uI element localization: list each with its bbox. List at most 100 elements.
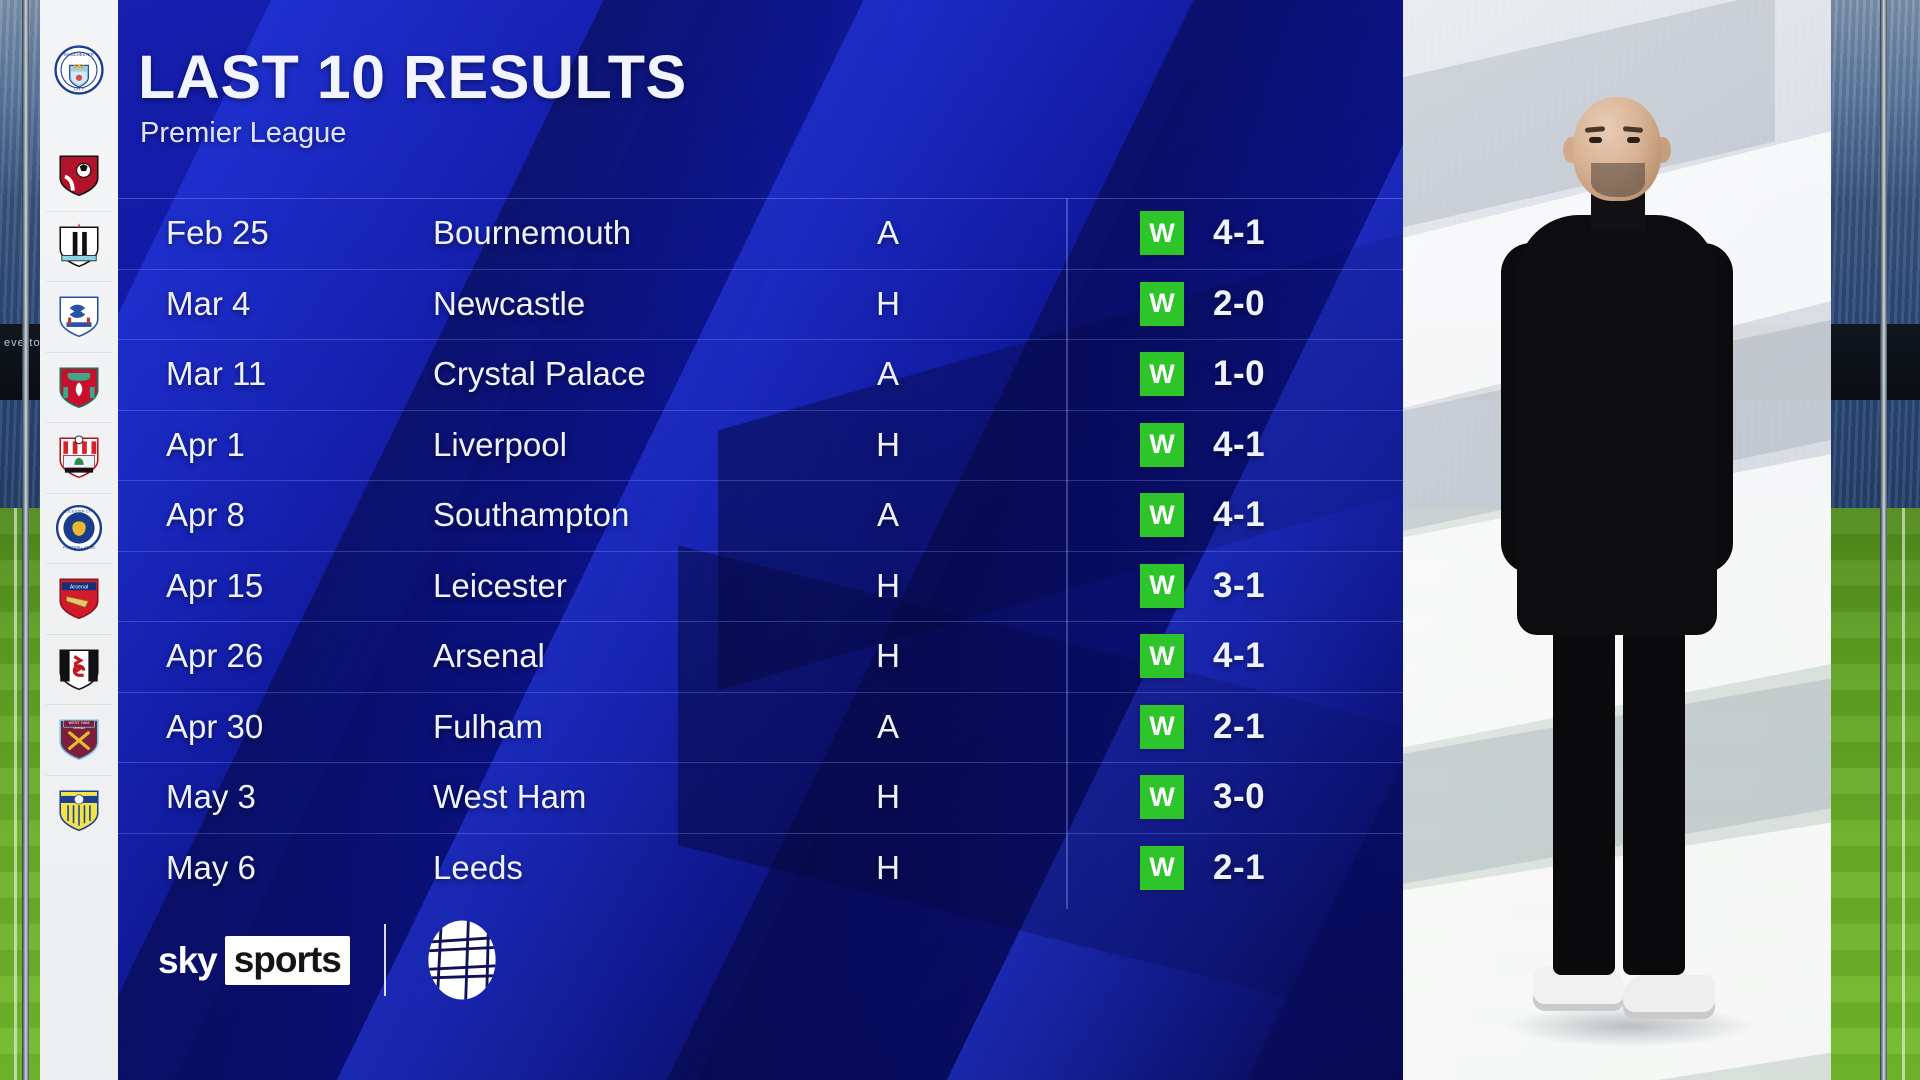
row-divider <box>118 268 1403 270</box>
match-date: Apr 8 <box>166 496 245 534</box>
match-date: Apr 26 <box>166 637 264 675</box>
opponent-name: Arsenal <box>433 637 545 675</box>
venue-label: H <box>876 848 900 886</box>
opponent-name: Southampton <box>433 496 630 534</box>
venue-label: A <box>876 355 899 393</box>
presenter-leg-right <box>1623 615 1685 975</box>
table-row[interactable]: Apr 8 Southampton A W 4-1 <box>118 480 1403 551</box>
status-badge: W <box>1140 563 1184 608</box>
presenter-figure <box>1455 75 1775 1080</box>
liverpool-crest <box>59 367 99 408</box>
opponent-name: Fulham <box>433 707 544 745</box>
table-row[interactable]: Apr 30 Fulham A W 2-1 <box>118 691 1403 763</box>
footer-divider <box>383 924 386 996</box>
opponent-name: Leicester <box>433 566 567 604</box>
table-row[interactable]: May 6 Leeds H W 2-1 <box>118 832 1403 904</box>
status-badge: W <box>1140 281 1184 326</box>
result-badge-cell: W <box>1133 480 1191 551</box>
opponent-name: Liverpool <box>433 425 567 463</box>
match-score: 2-1 <box>1213 706 1266 746</box>
kick-it-out-logo <box>420 918 504 1002</box>
sidebar-crest-item[interactable] <box>40 633 118 705</box>
svg-text:UNITED: UNITED <box>73 726 85 730</box>
match-score: 4-1 <box>1213 424 1266 464</box>
row-divider <box>118 762 1403 763</box>
svg-text:Arsenal: Arsenal <box>70 585 89 591</box>
status-badge: W <box>1140 422 1184 467</box>
leicester-crest: LEICESTER CITY FOOTBALL CLUB <box>55 504 103 551</box>
result-badge-cell: W <box>1133 339 1191 410</box>
crystal-palace-crest <box>59 296 99 338</box>
row-divider <box>118 621 1403 622</box>
footer-logos: sky sports <box>158 918 504 1002</box>
svg-text:LEICESTER CITY: LEICESTER CITY <box>63 508 95 513</box>
match-date: Feb 25 <box>166 214 269 252</box>
row-divider <box>118 550 1403 552</box>
match-score: 4-1 <box>1213 213 1266 253</box>
match-score: 1-0 <box>1213 354 1266 394</box>
sidebar-crest-item[interactable] <box>40 351 118 423</box>
svg-text:FOOTBALL CLUB: FOOTBALL CLUB <box>63 544 95 549</box>
status-badge: W <box>1140 775 1184 820</box>
presenter-torso <box>1517 215 1717 635</box>
sidebar-crest-item[interactable]: WEST HAM UNITED <box>40 704 118 775</box>
result-badge-cell: W <box>1133 198 1191 269</box>
match-score: 3-0 <box>1213 777 1266 817</box>
sidebar-crest-item[interactable] <box>40 422 118 493</box>
row-divider <box>118 339 1403 340</box>
match-date: Apr 15 <box>166 566 264 604</box>
table-row[interactable]: Apr 15 Leicester H W 3-1 <box>118 550 1403 622</box>
sidebar-crest-item[interactable]: Arsenal <box>40 563 118 634</box>
sidebar-crest-item[interactable] <box>40 774 118 846</box>
table-row[interactable]: Mar 4 Newcastle H W 2-0 <box>118 268 1403 340</box>
venue-label: A <box>876 496 899 534</box>
row-divider <box>118 409 1403 411</box>
match-date: May 3 <box>166 778 256 816</box>
opponent-name: Crystal Palace <box>433 355 646 393</box>
leeds-crest <box>59 790 99 831</box>
result-badge-cell: W <box>1133 551 1191 622</box>
sidebar-primary-crest[interactable]: MANCHESTER CITY <box>40 0 118 140</box>
team-crest-sidebar: MANCHESTER CITY LEICESTER CITY FOOTBALL … <box>40 0 118 1080</box>
match-date: Apr 30 <box>166 707 264 745</box>
opponent-name: Leeds <box>433 848 523 886</box>
status-badge: W <box>1140 493 1184 538</box>
match-date: Apr 1 <box>166 425 245 463</box>
sidebar-crest-item[interactable] <box>40 210 118 282</box>
venue-label: H <box>876 566 900 604</box>
row-divider <box>118 480 1403 481</box>
result-badge-cell: W <box>1133 269 1191 340</box>
sky-word: sky <box>158 939 218 981</box>
sidebar-crest-item[interactable]: LEICESTER CITY FOOTBALL CLUB <box>40 492 118 564</box>
table-row[interactable]: Mar 11 Crystal Palace A W 1-0 <box>118 339 1403 410</box>
match-date: May 6 <box>166 848 256 886</box>
manchester-city-crest: MANCHESTER CITY <box>54 45 104 95</box>
header-divider <box>118 198 1403 199</box>
table-row[interactable]: Feb 25 Bournemouth A W 4-1 <box>118 198 1403 269</box>
table-row[interactable]: Apr 26 Arsenal H W 4-1 <box>118 621 1403 692</box>
presenter-beard <box>1591 163 1645 197</box>
column-divider <box>1066 198 1068 909</box>
svg-text:WEST HAM: WEST HAM <box>69 720 90 725</box>
results-table: Feb 25 Bournemouth A W 4-1 Mar 4 Newcast… <box>118 198 1403 903</box>
venue-label: A <box>876 214 899 252</box>
opponent-name: Bournemouth <box>433 214 632 252</box>
venue-label: A <box>876 707 899 745</box>
opponent-name: Newcastle <box>433 284 586 322</box>
table-row[interactable]: May 3 West Ham H W 3-0 <box>118 762 1403 833</box>
venue-label: H <box>876 425 900 463</box>
presenter-eye-right <box>1627 137 1640 143</box>
page-subtitle: Premier League <box>140 117 347 149</box>
table-row[interactable]: Apr 1 Liverpool H W 4-1 <box>118 409 1403 481</box>
southampton-crest <box>59 435 99 479</box>
sidebar-crest-item[interactable] <box>40 140 118 211</box>
stand-pillar-right <box>1880 0 1887 1080</box>
svg-text:CITY: CITY <box>74 86 86 91</box>
match-date: Mar 11 <box>166 355 267 393</box>
sidebar-crest-item[interactable] <box>40 281 118 352</box>
venue-label: H <box>876 778 900 816</box>
presenter-leg-left <box>1553 615 1615 975</box>
fulham-crest <box>59 649 99 690</box>
sports-word: sports <box>224 935 350 985</box>
match-score: 4-1 <box>1213 636 1266 676</box>
